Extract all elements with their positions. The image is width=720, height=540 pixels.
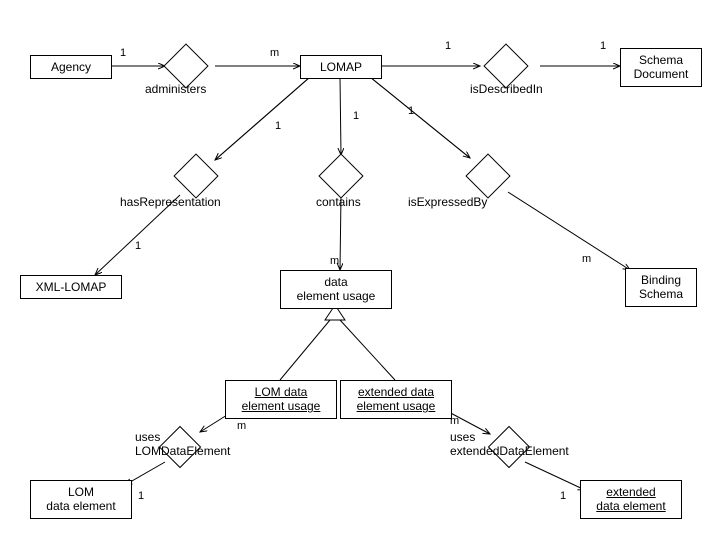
entity-schema-document: SchemaDocument — [620, 48, 702, 87]
card-1: 1 — [600, 40, 606, 52]
card-1: 1 — [275, 120, 281, 132]
card-1: 1 — [120, 47, 126, 59]
diamond-contains — [318, 153, 363, 198]
card-m: m — [450, 415, 459, 427]
entity-label: SchemaDocument — [634, 53, 689, 81]
card-m: m — [270, 47, 279, 59]
entity-xml-lomap: XML-LOMAP — [20, 275, 122, 299]
diamond-hasrepresentation — [173, 153, 218, 198]
entity-label: dataelement usage — [297, 275, 376, 303]
card-1: 1 — [138, 490, 144, 502]
card-m: m — [330, 255, 339, 267]
entity-lom-data-element: LOMdata element — [30, 480, 132, 519]
label-hasrepresentation: hasRepresentation — [120, 195, 221, 209]
entity-extended-data-element-usage: extended dataelement usage — [340, 380, 452, 419]
entity-label: extended dataelement usage — [357, 385, 436, 413]
card-1: 1 — [353, 110, 359, 122]
entity-agency: Agency — [30, 55, 112, 79]
entity-label: LOMdata element — [46, 485, 115, 513]
label-isexpressedby: isExpressedBy — [408, 195, 487, 209]
card-m: m — [582, 253, 591, 265]
entity-label: LOM dataelement usage — [242, 385, 321, 413]
label-contains: contains — [316, 195, 361, 209]
entity-lomap: LOMAP — [300, 55, 382, 79]
entity-binding-schema: BindingSchema — [625, 268, 697, 307]
card-m: m — [237, 420, 246, 432]
label-administers: administers — [145, 82, 206, 96]
label-useslom: usesLOMDataElement — [135, 430, 230, 458]
entity-label: BindingSchema — [639, 273, 683, 301]
entity-data-element-usage: dataelement usage — [280, 270, 392, 309]
card-1: 1 — [135, 240, 141, 252]
entity-extended-data-element: extendeddata element — [580, 480, 682, 519]
label-usesext: usesextendedDataElement — [450, 430, 569, 458]
card-1: 1 — [408, 105, 414, 117]
diamond-isexpressedby — [465, 153, 510, 198]
card-1: 1 — [445, 40, 451, 52]
card-1: 1 — [560, 490, 566, 502]
entity-label: extendeddata element — [596, 485, 665, 513]
label-isdescribedin: isDescribedIn — [470, 82, 543, 96]
entity-lom-data-element-usage: LOM dataelement usage — [225, 380, 337, 419]
